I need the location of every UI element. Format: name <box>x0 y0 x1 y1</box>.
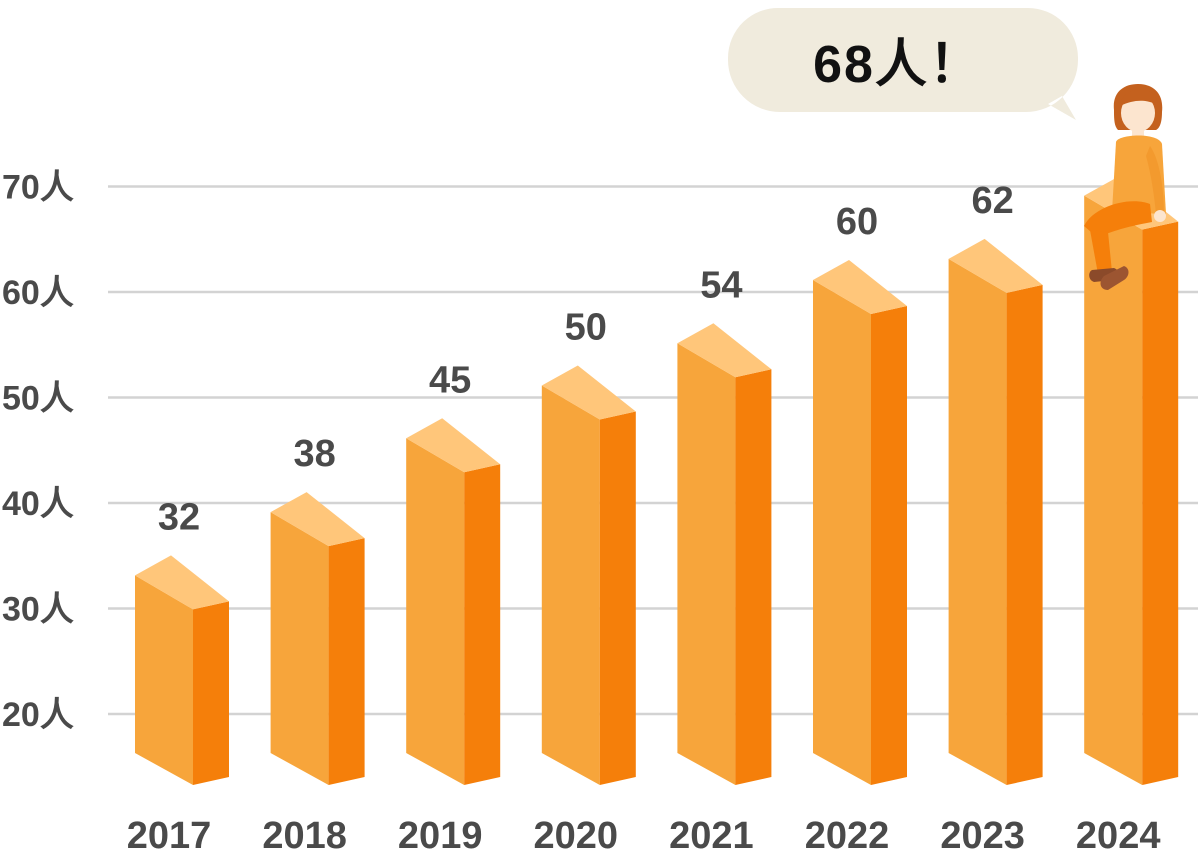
bar-2018 <box>270 492 365 785</box>
bar-front-face <box>948 258 1007 785</box>
bar-front-face <box>1084 195 1143 786</box>
bar-front-face <box>677 343 736 785</box>
y-tick-label: 30人 <box>2 591 74 629</box>
bar-top-face <box>948 238 1043 293</box>
bar-2023 <box>948 238 1043 785</box>
x-tick-label: 2023 <box>940 815 1025 857</box>
bar-side-face <box>464 464 501 785</box>
data-labels: 32 38 45 50 54 60 62 <box>158 180 1014 539</box>
bar-side-face <box>193 601 229 785</box>
y-tick-label: 50人 <box>2 380 74 418</box>
callout-text: 68人！ <box>813 36 983 94</box>
x-tick-label: 2024 <box>1076 815 1161 857</box>
data-label: 54 <box>700 264 742 306</box>
bar-2022 <box>813 260 907 785</box>
bar-side-face <box>735 369 772 785</box>
x-axis-ticks: 2017 2018 2019 2020 2021 2022 2023 2024 <box>127 815 1161 857</box>
x-tick-label: 2018 <box>262 815 347 857</box>
data-label: 60 <box>836 201 878 243</box>
x-tick-label: 2022 <box>805 815 890 857</box>
bar-side-face <box>1142 221 1179 786</box>
data-label: 50 <box>565 307 607 349</box>
x-tick-label: 2021 <box>669 815 754 857</box>
bar-side-face <box>328 538 365 785</box>
bar-side-face <box>871 306 907 785</box>
bar-top-face <box>677 323 772 378</box>
bar-2019 <box>406 418 501 785</box>
y-tick-label: 60人 <box>2 274 74 312</box>
callout-bubble-shape <box>728 7 1078 120</box>
bar-top-face <box>270 492 365 547</box>
seated-person-icon <box>1084 84 1166 290</box>
bar-2020 <box>541 365 636 785</box>
y-tick-label: 20人 <box>2 696 74 734</box>
bar-2021 <box>677 323 772 785</box>
y-tick-label: 40人 <box>2 485 74 523</box>
bar-top-face <box>406 418 501 473</box>
data-label: 32 <box>158 496 200 538</box>
data-label: 45 <box>429 359 471 401</box>
bar-front-face <box>813 280 871 785</box>
bar-2017 <box>135 555 229 785</box>
y-tick-label: 70人 <box>2 169 74 207</box>
data-label: 62 <box>971 180 1013 222</box>
callout-bubble: 68人！ <box>728 7 1078 120</box>
bar-top-face <box>135 555 229 610</box>
bar-side-face <box>1006 284 1043 785</box>
x-tick-label: 2017 <box>127 815 212 857</box>
bar-side-face <box>599 411 636 785</box>
bar-front-face <box>541 385 600 785</box>
bar-top-face <box>813 260 907 314</box>
bars <box>135 175 1179 786</box>
y-axis-ticks: 20人 30人 40人 50人 60人 70人 <box>2 169 74 735</box>
bar-front-face <box>270 512 329 785</box>
bar-top-face <box>541 365 636 420</box>
bar-front-face <box>406 438 465 785</box>
x-tick-label: 2020 <box>534 815 619 857</box>
data-label: 38 <box>293 433 335 475</box>
bar-front-face <box>135 575 193 785</box>
x-tick-label: 2019 <box>398 815 483 857</box>
